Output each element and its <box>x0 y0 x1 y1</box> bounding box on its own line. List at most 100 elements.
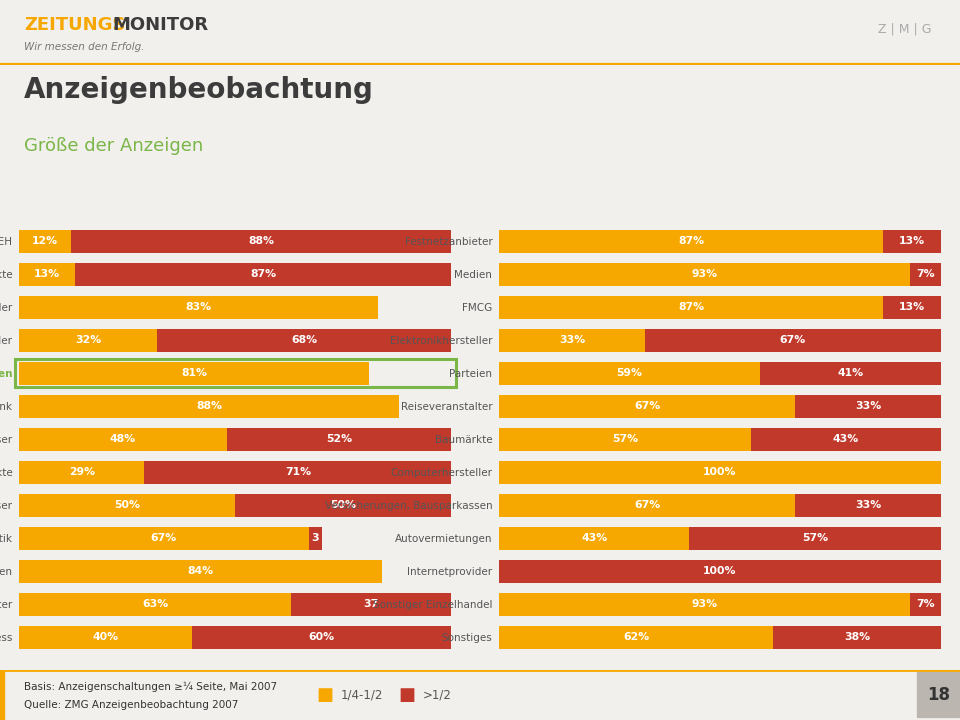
Bar <box>910 593 941 616</box>
Text: 87%: 87% <box>678 236 705 246</box>
Bar <box>499 526 689 549</box>
Text: 50%: 50% <box>330 500 356 510</box>
Text: Anzeigenbeobachtung: Anzeigenbeobachtung <box>24 76 373 104</box>
Text: ■: ■ <box>398 685 416 704</box>
Text: 87%: 87% <box>678 302 705 312</box>
Bar <box>292 593 451 616</box>
Bar <box>499 395 795 418</box>
Text: Z | M | G: Z | M | G <box>877 22 931 36</box>
Bar <box>19 461 144 484</box>
Text: 71%: 71% <box>285 467 311 477</box>
Bar <box>144 461 451 484</box>
Text: 88%: 88% <box>196 401 223 411</box>
Text: 67%: 67% <box>151 533 177 543</box>
Bar <box>19 626 192 649</box>
Text: 100%: 100% <box>704 467 736 477</box>
Bar <box>499 559 941 582</box>
Text: Größe der Anzeigen: Größe der Anzeigen <box>24 137 204 155</box>
Bar <box>19 296 377 319</box>
Bar <box>309 526 322 549</box>
Text: 48%: 48% <box>109 434 136 444</box>
Bar <box>499 329 645 352</box>
Text: 38%: 38% <box>844 632 870 642</box>
Text: 88%: 88% <box>248 236 275 246</box>
Text: 13%: 13% <box>35 269 60 279</box>
Text: >1/2: >1/2 <box>422 688 451 701</box>
Bar <box>19 230 71 253</box>
Text: 41%: 41% <box>837 368 863 378</box>
Text: 62%: 62% <box>623 632 649 642</box>
Bar <box>499 230 883 253</box>
Bar <box>71 230 451 253</box>
Bar <box>499 263 910 286</box>
Text: 59%: 59% <box>616 368 642 378</box>
Bar <box>795 395 941 418</box>
Text: 18: 18 <box>927 685 950 704</box>
Text: 43%: 43% <box>581 533 608 543</box>
Text: 67%: 67% <box>780 336 806 346</box>
Text: 3: 3 <box>311 533 319 543</box>
Bar <box>910 263 941 286</box>
Text: 33%: 33% <box>559 336 586 346</box>
Bar <box>499 626 773 649</box>
Text: 43%: 43% <box>832 434 859 444</box>
Text: 84%: 84% <box>187 566 214 576</box>
Text: 67%: 67% <box>634 401 660 411</box>
Text: 87%: 87% <box>251 269 276 279</box>
Text: Wir messen den Erfolg.: Wir messen den Erfolg. <box>24 42 145 52</box>
Bar <box>499 361 759 384</box>
Text: 83%: 83% <box>185 302 211 312</box>
Bar <box>499 461 941 484</box>
Bar <box>19 361 369 384</box>
Text: MONITOR: MONITOR <box>112 16 208 34</box>
Bar <box>19 329 157 352</box>
Bar <box>917 672 960 717</box>
Text: 93%: 93% <box>691 269 718 279</box>
Text: 67%: 67% <box>634 500 660 510</box>
Bar <box>499 296 883 319</box>
Bar <box>75 263 451 286</box>
Bar <box>795 494 941 517</box>
Bar <box>227 428 451 451</box>
Text: 93%: 93% <box>691 599 718 609</box>
Text: 13%: 13% <box>899 302 925 312</box>
Bar <box>751 428 941 451</box>
Text: 81%: 81% <box>181 368 207 378</box>
Text: Quelle: ZMG Anzeigenbeobachtung 2007: Quelle: ZMG Anzeigenbeobachtung 2007 <box>24 700 238 710</box>
Text: 12%: 12% <box>32 236 59 246</box>
Bar <box>19 593 292 616</box>
Text: 7%: 7% <box>916 599 935 609</box>
Text: 100%: 100% <box>704 566 736 576</box>
Text: 52%: 52% <box>325 434 352 444</box>
Bar <box>19 494 235 517</box>
Bar <box>645 329 941 352</box>
Bar <box>883 296 941 319</box>
Text: 57%: 57% <box>802 533 828 543</box>
Bar <box>157 329 451 352</box>
Text: 13%: 13% <box>899 236 925 246</box>
Text: 40%: 40% <box>92 632 119 642</box>
Text: 37: 37 <box>364 599 379 609</box>
Bar <box>499 593 910 616</box>
Text: 7%: 7% <box>916 269 935 279</box>
Bar <box>773 626 941 649</box>
Text: 29%: 29% <box>69 467 95 477</box>
Text: 68%: 68% <box>291 336 318 346</box>
Text: Basis: Anzeigenschaltungen ≥¼ Seite, Mai 2007: Basis: Anzeigenschaltungen ≥¼ Seite, Mai… <box>24 682 277 693</box>
Bar <box>19 428 227 451</box>
Bar <box>19 526 309 549</box>
Bar <box>689 526 941 549</box>
Bar <box>759 361 941 384</box>
Bar <box>499 428 751 451</box>
Text: 50%: 50% <box>114 500 140 510</box>
Text: 33%: 33% <box>854 401 881 411</box>
Text: 63%: 63% <box>142 599 168 609</box>
Bar <box>19 263 75 286</box>
Bar <box>235 494 451 517</box>
Bar <box>883 230 941 253</box>
Bar <box>19 395 399 418</box>
Text: 32%: 32% <box>75 336 102 346</box>
Bar <box>0 670 4 720</box>
Text: 57%: 57% <box>612 434 638 444</box>
Text: 33%: 33% <box>854 500 881 510</box>
